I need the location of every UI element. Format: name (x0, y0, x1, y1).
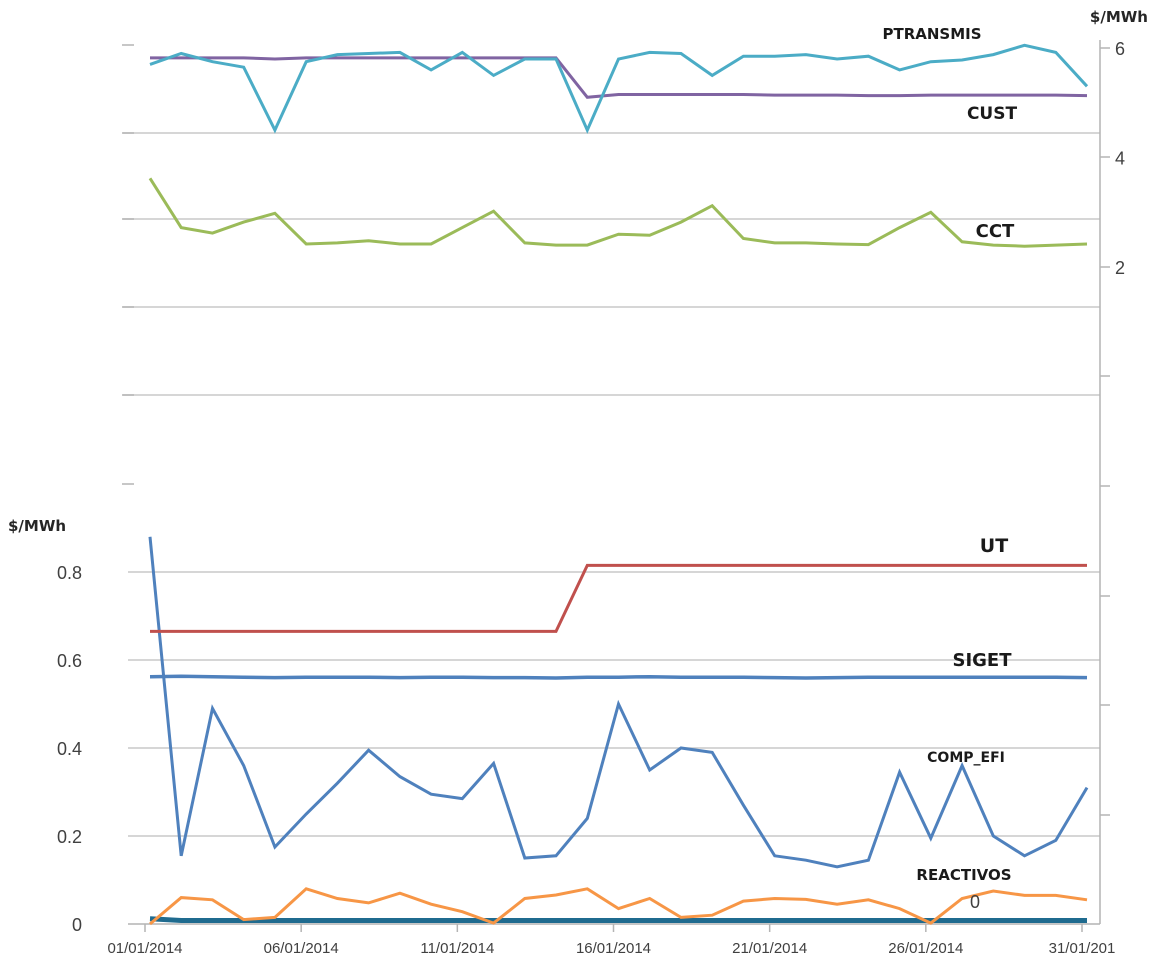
series-line-reactivos (149, 887, 1088, 926)
bottom-y-unit-label: $/MWh (8, 517, 66, 535)
top-y-tick-label: 2 (1115, 258, 1125, 278)
series-line-cct (148, 177, 1088, 248)
bottom-y-tick-label: 0.6 (57, 651, 82, 671)
top-y-unit-label: $/MWh (1090, 8, 1148, 26)
x-tick-label: 21/01/2014 (732, 940, 807, 957)
x-tick-label: 06/01/2014 (264, 940, 339, 957)
series-label-ut: UT (980, 535, 1008, 557)
axis-layer (122, 40, 1110, 932)
annotation-zero: 0 (970, 892, 980, 912)
series-label-comp-efi: COMP_EFI (927, 750, 1005, 766)
grid-layer (123, 132, 1100, 837)
series-label-cct: CCT (976, 221, 1015, 242)
label-layer: 6 4 2 $/MWh 0.8 0.6 0.4 0.2 0 $/MWh 01/01/2014 06/0… (8, 8, 1148, 957)
x-tick-label: 31/01/201 (1049, 940, 1116, 957)
bottom-y-tick-label: 0.2 (57, 827, 82, 847)
series-line-baseline (149, 916, 1087, 923)
series-label-reactivos: REACTIVOS (916, 866, 1011, 884)
bottom-y-tick-label: 0.8 (57, 563, 82, 583)
x-tick-label: 01/01/2014 (107, 940, 182, 957)
x-tick-label: 16/01/2014 (576, 940, 651, 957)
x-tick-label: 11/01/2014 (420, 940, 494, 957)
series-layer (148, 43, 1089, 926)
series-label-siget: SIGET (952, 650, 1012, 671)
bottom-y-tick-label: 0 (72, 915, 82, 935)
series-label-cust: CUST (967, 104, 1018, 124)
top-y-tick-label: 6 (1115, 39, 1125, 59)
bottom-y-tick-label: 0.4 (57, 739, 82, 759)
series-line-siget (149, 674, 1088, 680)
series-line-ptransmis (149, 43, 1089, 134)
series-line-cust (150, 56, 1088, 99)
x-tick-label: 26/01/2014 (888, 940, 963, 957)
series-line-ut (150, 563, 1087, 633)
series-line-comp-efi (148, 536, 1089, 869)
series-label-ptransmis: PTRANSMIS (882, 25, 981, 43)
top-y-tick-label: 4 (1115, 149, 1125, 169)
